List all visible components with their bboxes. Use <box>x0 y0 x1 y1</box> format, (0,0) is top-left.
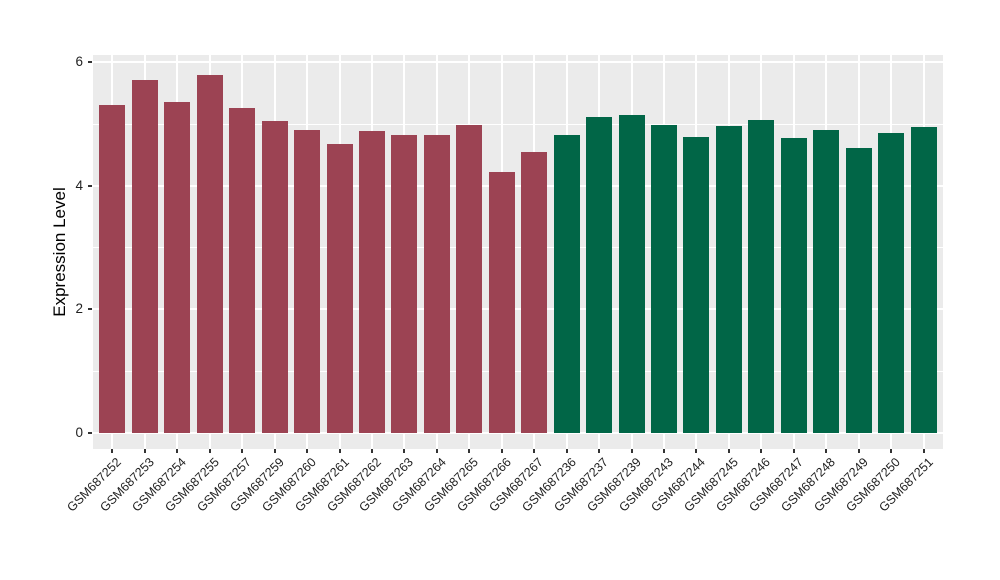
x-tick-mark <box>176 449 179 453</box>
bar <box>456 124 483 433</box>
y-tick-mark <box>88 432 92 434</box>
bar <box>910 127 937 433</box>
bar <box>99 105 126 433</box>
x-tick-mark <box>922 449 925 453</box>
x-tick-mark <box>890 449 893 453</box>
x-tick-mark <box>435 449 438 453</box>
major-gridline <box>93 184 943 187</box>
y-tick-mark <box>88 61 92 64</box>
x-tick-mark <box>630 449 633 453</box>
y-tick-mark <box>88 308 92 311</box>
bar <box>650 124 677 433</box>
bar <box>164 101 191 433</box>
x-tick-mark <box>306 449 309 453</box>
x-tick-mark <box>403 449 406 453</box>
y-tick-label: 4 <box>75 177 83 193</box>
x-tick-mark <box>695 449 698 453</box>
bar <box>229 107 256 433</box>
bar <box>261 120 288 433</box>
bar <box>553 135 580 433</box>
x-tick-mark <box>727 449 730 453</box>
x-tick-mark <box>792 449 795 453</box>
minor-gridline <box>93 370 943 372</box>
bar <box>780 138 807 433</box>
bar <box>748 120 775 433</box>
bar <box>131 79 158 433</box>
bar <box>618 115 645 433</box>
bar <box>423 134 450 433</box>
bar <box>196 75 223 433</box>
x-tick-mark <box>468 449 471 453</box>
major-gridline <box>93 308 943 311</box>
x-tick-mark <box>565 449 568 453</box>
y-axis-title: Expression Level <box>50 187 69 317</box>
x-tick-mark <box>500 449 503 453</box>
plot-panel <box>93 55 943 449</box>
x-tick-mark <box>371 449 373 453</box>
bar <box>878 132 905 433</box>
major-gridline <box>93 61 943 64</box>
y-tick-label: 6 <box>75 54 83 70</box>
bar <box>326 144 353 433</box>
bar <box>359 131 385 433</box>
bar <box>845 148 872 433</box>
x-tick-mark <box>338 449 341 453</box>
bar <box>715 125 742 433</box>
x-tick-mark <box>143 449 146 453</box>
bar <box>586 117 613 433</box>
bar <box>683 136 710 433</box>
x-tick-mark <box>598 449 601 453</box>
y-tick-mark <box>88 184 92 187</box>
x-tick-mark <box>241 449 244 453</box>
bar <box>813 130 840 433</box>
x-tick-mark <box>760 449 763 453</box>
x-tick-mark <box>533 449 536 453</box>
minor-gridline <box>93 123 943 125</box>
bar <box>521 151 548 433</box>
y-tick-label: 0 <box>75 425 83 440</box>
major-gridline <box>93 432 943 434</box>
x-tick-mark <box>857 449 860 453</box>
x-tick-mark <box>208 449 211 453</box>
x-tick-mark <box>111 449 114 453</box>
x-tick-mark <box>825 449 828 453</box>
x-tick-mark <box>273 449 276 453</box>
y-tick-label: 2 <box>75 301 83 317</box>
minor-gridline <box>93 247 943 249</box>
x-tick-mark <box>662 449 665 453</box>
bar <box>294 130 321 433</box>
bar <box>488 172 515 433</box>
bar <box>391 135 418 433</box>
